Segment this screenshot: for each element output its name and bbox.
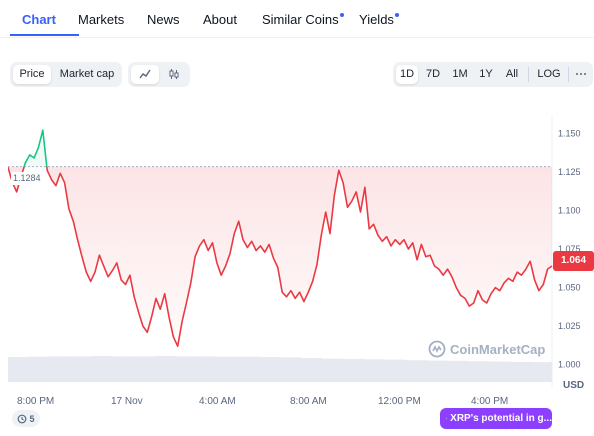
- y-tick-label: 1.150: [558, 128, 581, 138]
- volume-bar: [112, 356, 134, 382]
- y-tick-label: 1.050: [558, 283, 581, 293]
- new-indicator-dot: [394, 13, 399, 17]
- lightning-icon: [446, 417, 448, 420]
- volume-bar: [175, 356, 197, 382]
- volume-bar: [259, 357, 281, 382]
- top-tab-bar: Chart Markets News About Similar Coins Y…: [0, 0, 594, 38]
- line-chart-icon: [139, 69, 151, 79]
- volume-bar: [154, 356, 176, 382]
- toolbar-divider: [528, 67, 529, 82]
- y-axis-ticks: 1.150 1.125 1.100 1.075 1.050 1.025 1.000: [558, 128, 581, 369]
- y-tick-label: 1.075: [558, 244, 581, 254]
- new-indicator-dot: [339, 13, 344, 17]
- volume-bar: [49, 356, 72, 382]
- below-reference-fill: [8, 166, 552, 347]
- timeframe-all-button[interactable]: All: [505, 68, 519, 80]
- price-line: [8, 129, 553, 347]
- candlestick-icon: [169, 69, 179, 79]
- volume-bar: [91, 356, 114, 382]
- log-scale-button[interactable]: LOG: [537, 68, 561, 80]
- volume-bar: [426, 360, 448, 382]
- tab-about[interactable]: About: [203, 12, 237, 27]
- volume-bar: [133, 356, 155, 382]
- volume-bar: [342, 358, 365, 382]
- x-tick-label: 12:00 PM: [378, 396, 421, 407]
- timeframe-7d-button[interactable]: 7D: [425, 68, 441, 80]
- volume-bar: [70, 356, 93, 382]
- timeframe-1d-button[interactable]: 1D: [396, 65, 418, 84]
- coinmarketcap-logo-icon: [428, 340, 446, 358]
- metric-toggle: Price Market cap: [10, 62, 122, 87]
- tab-chart[interactable]: Chart: [22, 12, 56, 27]
- volume-bar: [510, 361, 532, 382]
- price-toggle-button[interactable]: Price: [13, 65, 51, 84]
- timeframe-1y-button[interactable]: 1Y: [479, 68, 493, 80]
- toolbar-divider: [568, 67, 569, 82]
- currency-label: USD: [563, 380, 585, 391]
- tab-similar-coins[interactable]: Similar Coins: [262, 12, 344, 27]
- more-horizontal-icon: [576, 73, 586, 75]
- volume-bar: [321, 358, 344, 382]
- volume-bar: [531, 362, 553, 382]
- news-highlight-label: XRP's potential in g...: [450, 413, 552, 424]
- history-count: 5: [29, 413, 35, 424]
- volume-bar: [384, 359, 406, 382]
- x-tick-label: 8:00 AM: [290, 396, 327, 407]
- price-chart-svg: 1.150 1.125 1.100 1.075 1.050 1.025 1.000: [8, 114, 581, 389]
- y-tick-label: 1.125: [558, 167, 581, 177]
- price-line-below: [8, 166, 553, 347]
- y-tick-label: 1.025: [558, 321, 581, 331]
- volume-bar: [300, 358, 323, 382]
- coinmarketcap-watermark: CoinMarketCap: [428, 339, 545, 359]
- volume-bar: [489, 361, 511, 382]
- y-tick-label: 1.100: [558, 205, 581, 215]
- volume-bar: [363, 359, 386, 382]
- history-badge[interactable]: 5: [12, 410, 40, 427]
- line-chart-button[interactable]: [131, 65, 159, 84]
- volume-bar: [468, 361, 490, 382]
- volume-bars: [8, 356, 553, 382]
- y-tick-label: 1.000: [558, 360, 581, 370]
- candlestick-chart-button[interactable]: [160, 65, 188, 84]
- price-chart[interactable]: 1.150 1.125 1.100 1.075 1.050 1.025 1.000: [8, 114, 594, 414]
- news-highlight-pill[interactable]: XRP's potential in g...: [440, 408, 552, 429]
- market-cap-toggle-button[interactable]: Market cap: [59, 68, 115, 80]
- volume-bar: [196, 356, 218, 382]
- volume-bar: [447, 360, 469, 382]
- timeframe-toggle: 1D 7D 1M 1Y All LOG: [393, 62, 593, 87]
- tab-yields-label: Yields: [359, 12, 394, 27]
- reference-price-label: 1.1284: [11, 172, 43, 185]
- x-tick-label: 4:00 PM: [471, 396, 509, 407]
- tab-similar-coins-label: Similar Coins: [262, 12, 339, 27]
- volume-bar: [8, 357, 30, 382]
- volume-bar: [238, 356, 260, 382]
- volume-bar: [28, 356, 51, 382]
- volume-bar: [280, 357, 302, 382]
- active-tab-indicator: [10, 34, 79, 36]
- x-tick-label: 17 Nov: [111, 396, 143, 407]
- watermark-label: CoinMarketCap: [450, 341, 546, 357]
- tab-markets[interactable]: Markets: [78, 12, 125, 27]
- history-icon: [18, 414, 27, 423]
- x-tick-label: 8:00 PM: [17, 396, 55, 407]
- current-price-tag: 1.064: [553, 251, 594, 271]
- price-area-fill: [8, 130, 552, 347]
- volume-bar: [217, 356, 239, 382]
- timeframe-1m-button[interactable]: 1M: [452, 68, 468, 80]
- x-tick-label: 4:00 AM: [199, 396, 236, 407]
- volume-bar: [405, 360, 427, 382]
- tab-yields[interactable]: Yields: [359, 12, 399, 27]
- chart-type-toggle: [128, 62, 190, 87]
- more-options-button[interactable]: [571, 65, 591, 84]
- tab-news[interactable]: News: [147, 12, 180, 27]
